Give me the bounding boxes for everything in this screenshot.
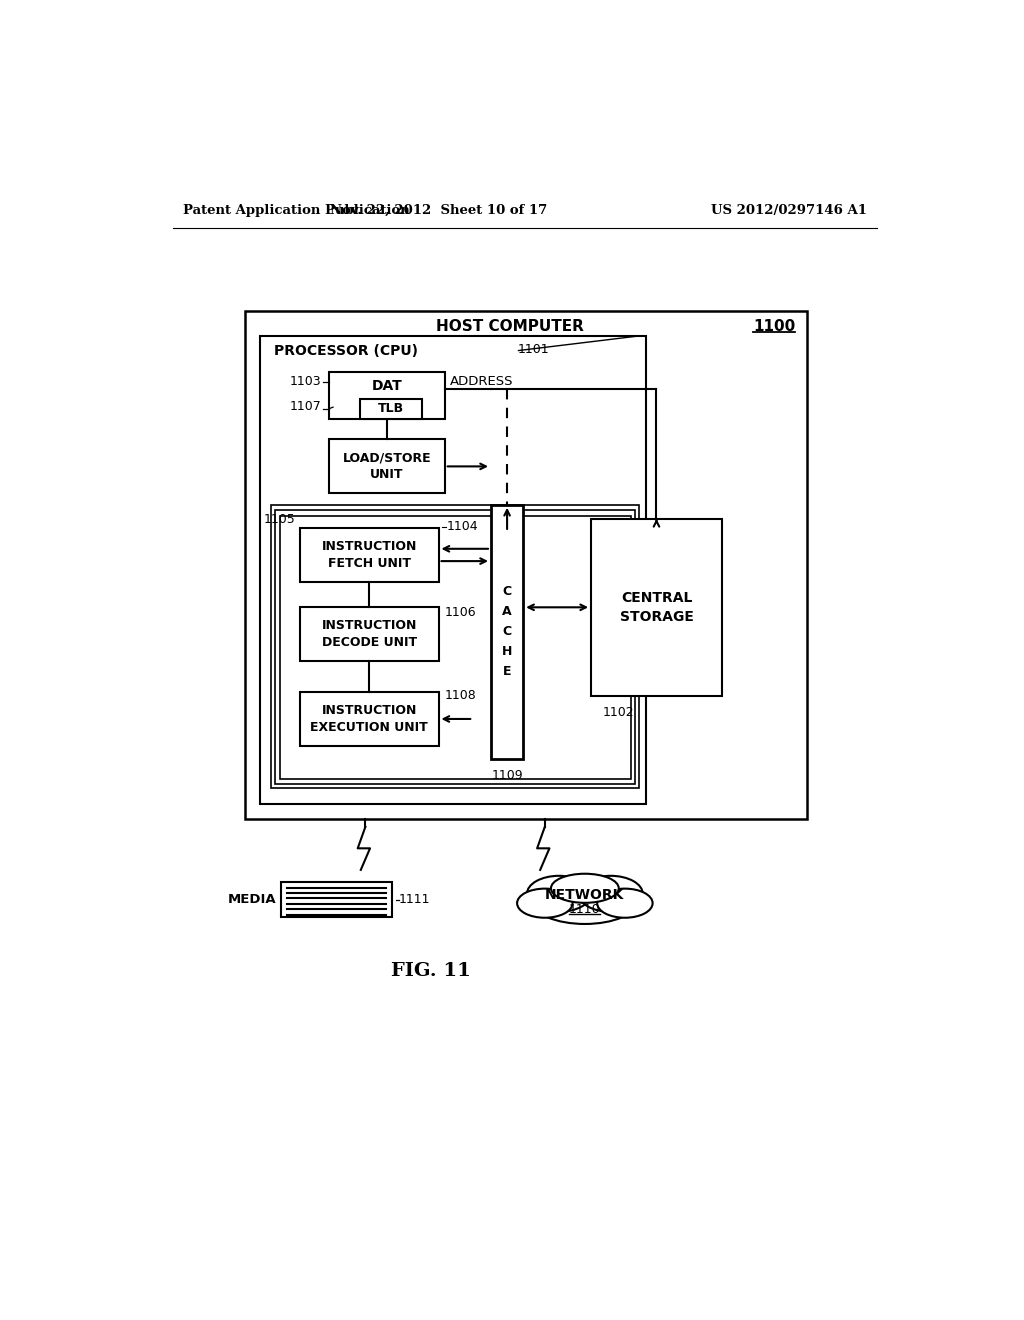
Text: US 2012/0297146 A1: US 2012/0297146 A1 bbox=[711, 205, 866, 218]
Text: HOST COMPUTER: HOST COMPUTER bbox=[436, 318, 584, 334]
Text: TLB: TLB bbox=[378, 403, 403, 416]
Text: INSTRUCTION
FETCH UNIT: INSTRUCTION FETCH UNIT bbox=[322, 540, 417, 570]
Text: PROCESSOR (CPU): PROCESSOR (CPU) bbox=[273, 345, 418, 358]
Text: 1111: 1111 bbox=[398, 894, 430, 906]
Bar bbox=[330, 372, 444, 418]
Bar bbox=[245, 312, 807, 818]
Ellipse shape bbox=[517, 888, 572, 917]
Bar bbox=[275, 511, 635, 784]
Bar bbox=[490, 506, 523, 759]
Text: 1101: 1101 bbox=[518, 343, 550, 356]
Bar bbox=[330, 440, 444, 494]
Text: DAT: DAT bbox=[372, 379, 402, 393]
Text: Nov. 22, 2012  Sheet 10 of 17: Nov. 22, 2012 Sheet 10 of 17 bbox=[330, 205, 547, 218]
Bar bbox=[300, 692, 438, 746]
Text: 1109: 1109 bbox=[492, 770, 523, 783]
Bar bbox=[300, 607, 438, 661]
Bar bbox=[280, 516, 631, 779]
Text: 1107: 1107 bbox=[290, 400, 322, 413]
Text: 1110: 1110 bbox=[569, 903, 601, 916]
Text: 1103: 1103 bbox=[290, 375, 322, 388]
Text: CENTRAL
STORAGE: CENTRAL STORAGE bbox=[620, 590, 693, 624]
Text: Patent Application Publication: Patent Application Publication bbox=[183, 205, 410, 218]
Text: ADDRESS: ADDRESS bbox=[451, 375, 514, 388]
Ellipse shape bbox=[579, 875, 643, 912]
Text: NETWORK: NETWORK bbox=[545, 888, 625, 903]
Text: C
A
C
H
E: C A C H E bbox=[502, 586, 512, 678]
Bar bbox=[591, 519, 722, 696]
Text: MEDIA: MEDIA bbox=[228, 894, 276, 906]
Text: INSTRUCTION
EXECUTION UNIT: INSTRUCTION EXECUTION UNIT bbox=[310, 704, 428, 734]
Ellipse shape bbox=[527, 875, 591, 912]
Bar bbox=[270, 506, 639, 788]
Text: 1100: 1100 bbox=[753, 318, 795, 334]
Text: 1105: 1105 bbox=[263, 513, 295, 527]
Bar bbox=[300, 528, 438, 582]
Text: 1102: 1102 bbox=[602, 706, 634, 719]
Bar bbox=[281, 882, 392, 917]
Text: INSTRUCTION
DECODE UNIT: INSTRUCTION DECODE UNIT bbox=[322, 619, 417, 649]
Bar bbox=[360, 399, 422, 418]
Text: 1104: 1104 bbox=[446, 520, 478, 533]
Text: LOAD/STORE
UNIT: LOAD/STORE UNIT bbox=[343, 451, 431, 482]
Text: 1108: 1108 bbox=[444, 689, 476, 702]
Text: 1106: 1106 bbox=[444, 606, 476, 619]
Ellipse shape bbox=[532, 879, 637, 924]
Ellipse shape bbox=[597, 888, 652, 917]
Text: FIG. 11: FIG. 11 bbox=[391, 962, 471, 979]
Bar bbox=[260, 335, 646, 804]
Ellipse shape bbox=[551, 874, 618, 903]
